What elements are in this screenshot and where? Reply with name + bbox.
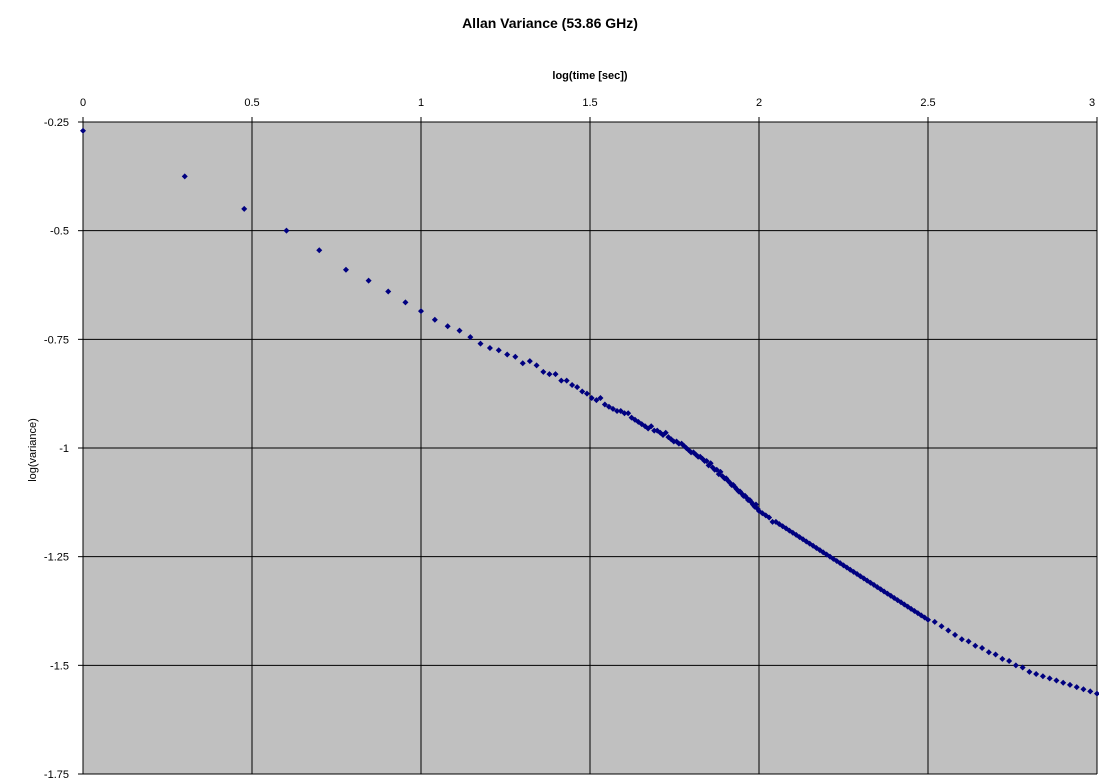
data-point bbox=[925, 616, 931, 623]
data-point bbox=[597, 395, 604, 402]
data-point bbox=[938, 623, 945, 630]
data-point bbox=[283, 227, 290, 234]
chart-title: Allan Variance (53.86 GHz) bbox=[462, 15, 638, 31]
y-axis-label: log(variance) bbox=[27, 418, 39, 482]
data-point bbox=[365, 277, 372, 284]
y-tick-label: -1.25 bbox=[44, 552, 69, 564]
data-point bbox=[444, 323, 451, 330]
x-tick-label: 0 bbox=[80, 97, 86, 109]
data-point bbox=[495, 347, 502, 354]
data-point bbox=[579, 388, 586, 395]
data-point bbox=[931, 618, 938, 625]
data-point bbox=[766, 514, 773, 521]
y-tick-label: -1.5 bbox=[50, 660, 69, 672]
data-point bbox=[1012, 662, 1019, 669]
data-point bbox=[621, 410, 628, 417]
y-tick-label: -1.75 bbox=[44, 769, 69, 780]
data-point bbox=[569, 381, 576, 388]
data-point bbox=[1046, 675, 1053, 682]
data-point bbox=[456, 327, 463, 334]
data-point bbox=[431, 316, 438, 323]
data-point bbox=[1087, 688, 1094, 695]
data-point bbox=[241, 205, 248, 212]
data-point bbox=[1039, 673, 1046, 680]
data-point bbox=[558, 377, 565, 384]
data-point bbox=[533, 362, 540, 369]
data-point bbox=[717, 468, 724, 475]
data-point bbox=[512, 353, 519, 360]
data-point bbox=[651, 427, 658, 434]
x-axis-ticks: 0 0.5 1 1.5 2 2.5 3 bbox=[80, 97, 1098, 122]
data-point bbox=[80, 127, 86, 134]
data-point bbox=[703, 458, 710, 465]
data-point bbox=[181, 173, 188, 180]
data-point bbox=[992, 651, 999, 658]
data-point bbox=[418, 308, 424, 315]
data-point bbox=[648, 423, 655, 430]
data-point bbox=[574, 384, 581, 391]
data-point bbox=[707, 460, 714, 467]
y-axis-ticks: -0.25 -0.5 -0.75 -1 -1.25 -1.5 -1.75 bbox=[44, 117, 83, 780]
y-tick-label: -0.75 bbox=[44, 334, 69, 346]
data-point bbox=[519, 360, 526, 367]
data-point bbox=[467, 334, 474, 341]
data-point bbox=[402, 299, 409, 306]
data-point bbox=[316, 247, 323, 254]
data-point bbox=[985, 649, 992, 656]
x-tick-label: 3 bbox=[1089, 97, 1095, 109]
data-point bbox=[958, 636, 965, 643]
data-point bbox=[662, 429, 669, 436]
data-point bbox=[342, 266, 349, 273]
data-point bbox=[1053, 677, 1060, 684]
y-tick-label: -0.5 bbox=[50, 226, 69, 238]
data-point bbox=[593, 397, 600, 404]
data-point bbox=[552, 371, 559, 378]
data-point bbox=[965, 638, 972, 645]
data-point bbox=[1080, 686, 1087, 693]
data-point bbox=[1026, 668, 1033, 675]
data-point bbox=[1073, 684, 1080, 691]
x-tick-label: 1.5 bbox=[582, 97, 597, 109]
data-point bbox=[1066, 681, 1073, 688]
data-point bbox=[601, 401, 608, 408]
data-point bbox=[605, 403, 612, 410]
x-axis-label: log(time [sec]) bbox=[552, 70, 628, 82]
data-point bbox=[546, 371, 553, 378]
data-point bbox=[1019, 664, 1026, 671]
data-point bbox=[583, 390, 590, 397]
data-point bbox=[563, 377, 570, 384]
data-point bbox=[1006, 657, 1013, 664]
data-point bbox=[999, 655, 1006, 662]
x-tick-label: 1 bbox=[418, 97, 424, 109]
data-point bbox=[752, 501, 759, 508]
data-point bbox=[769, 518, 776, 525]
y-tick-label: -1 bbox=[59, 443, 69, 455]
x-tick-label: 2 bbox=[756, 97, 762, 109]
x-tick-label: 0.5 bbox=[244, 97, 259, 109]
data-point bbox=[614, 408, 621, 415]
data-point bbox=[540, 368, 547, 375]
data-points bbox=[80, 127, 1099, 697]
data-point bbox=[625, 410, 632, 417]
data-point bbox=[385, 288, 392, 295]
data-point bbox=[588, 395, 595, 402]
data-point bbox=[1060, 679, 1067, 686]
x-tick-label: 2.5 bbox=[920, 97, 935, 109]
data-point bbox=[477, 340, 484, 347]
data-point bbox=[945, 627, 952, 634]
data-point bbox=[979, 644, 986, 651]
data-point bbox=[1094, 690, 1099, 697]
data-point bbox=[972, 642, 979, 649]
data-point bbox=[1033, 671, 1040, 678]
data-point bbox=[486, 345, 493, 352]
data-point bbox=[952, 631, 959, 638]
data-point bbox=[526, 358, 533, 365]
data-point bbox=[504, 351, 511, 358]
y-tick-label: -0.25 bbox=[44, 117, 69, 129]
data-point bbox=[609, 405, 616, 412]
